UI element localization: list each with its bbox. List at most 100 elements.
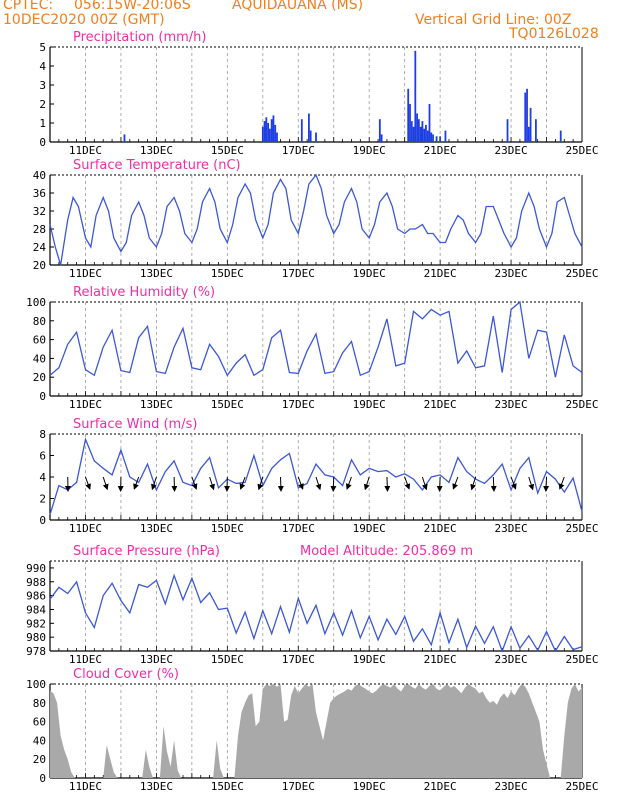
wind-arrow <box>84 476 91 490</box>
wind-arrow <box>528 476 535 491</box>
precip-bar <box>276 132 278 142</box>
precip-bar <box>265 117 268 142</box>
precip-bar <box>410 121 413 142</box>
precip-bar <box>407 88 410 142</box>
panel-title: Surface Temperature (nC) <box>73 158 241 173</box>
y-tick-label: 20 <box>33 371 46 384</box>
precip-bar <box>300 119 303 142</box>
x-tick-label: 11DEC <box>69 267 102 280</box>
y-tick-label: 982 <box>26 617 46 630</box>
y-tick-label: 0 <box>39 514 46 527</box>
wind-arrow <box>209 476 215 491</box>
x-tick-label: 19DEC <box>353 267 386 280</box>
precip-bar <box>309 130 312 142</box>
precip-bar <box>426 130 429 142</box>
wind-arrow <box>257 476 264 491</box>
series-line <box>49 173 583 266</box>
y-tick-label: 40 <box>33 734 46 747</box>
precip-bar <box>315 132 317 142</box>
precip-bar <box>412 126 415 142</box>
precip-bar <box>416 113 418 142</box>
wind-arrow <box>452 476 459 490</box>
y-tick-label: 60 <box>33 334 46 347</box>
wind-arrow <box>315 476 322 491</box>
y-tick-label: 40 <box>33 169 46 182</box>
precip-bar <box>263 121 266 142</box>
x-tick-label: 11DEC <box>69 144 102 157</box>
y-tick-label: 4 <box>39 60 46 73</box>
wind-arrow <box>404 476 411 490</box>
x-tick-label: 25DEC <box>565 780 598 793</box>
y-tick-label: 36 <box>33 187 46 200</box>
y-tick-label: 4 <box>39 471 46 484</box>
y-tick-label: 8 <box>39 428 46 441</box>
x-tick-label: 23DEC <box>495 653 528 666</box>
wind-arrow <box>510 476 517 490</box>
x-tick-label: 11DEC <box>69 398 102 411</box>
wind-arrow <box>558 476 565 490</box>
y-tick-label: 5 <box>39 41 46 54</box>
precip-bar <box>444 130 447 142</box>
x-tick-label: 15DEC <box>211 653 244 666</box>
panel-annotation: Model Altitude: 205.869 m <box>300 544 473 559</box>
header-coords: 056:15W-20:06S <box>74 0 191 13</box>
x-tick-label: 21DEC <box>424 398 457 411</box>
wind-arrow <box>239 476 246 490</box>
x-tick-label: 15DEC <box>211 144 244 157</box>
x-tick-label: 23DEC <box>495 522 528 535</box>
y-tick-label: 24 <box>33 241 47 254</box>
panel-title: Precipitation (mm/h) <box>73 30 206 45</box>
precip-bar <box>267 123 270 142</box>
precip-bar <box>559 130 562 142</box>
series-line <box>49 573 583 653</box>
precip-bar <box>417 119 420 142</box>
y-tick-label: 3 <box>39 79 46 92</box>
y-tick-label: 40 <box>33 352 46 365</box>
precip-bar <box>274 124 277 142</box>
precip-bar <box>380 134 383 142</box>
precip-bar <box>414 50 417 142</box>
wind-arrow <box>151 476 157 491</box>
header-station: AQUIDAUANA (MS) <box>232 0 364 13</box>
wind-arrow <box>436 476 443 492</box>
y-tick-label: 60 <box>33 716 46 729</box>
x-tick-label: 19DEC <box>353 522 386 535</box>
x-tick-label: 13DEC <box>140 522 173 535</box>
x-tick-label: 21DEC <box>424 780 457 793</box>
precip-bar <box>378 119 381 142</box>
panel-title: Relative Humidity (%) <box>73 285 215 300</box>
x-tick-label: 19DEC <box>353 144 386 157</box>
wind-arrow <box>133 476 140 490</box>
wind-arrow <box>191 476 198 490</box>
x-tick-label: 25DEC <box>565 653 598 666</box>
x-tick-label: 13DEC <box>140 780 173 793</box>
y-tick-label: 1 <box>39 117 46 130</box>
x-tick-label: 25DEC <box>565 398 598 411</box>
header-model-id: TQ0126L028 <box>509 26 599 42</box>
wind-arrow <box>421 476 428 491</box>
x-tick-label: 13DEC <box>140 144 173 157</box>
precip-bar <box>425 124 427 142</box>
precip-bar <box>419 126 422 142</box>
precip-bar <box>123 134 126 142</box>
y-tick-label: 978 <box>26 645 46 658</box>
y-tick-label: 28 <box>33 223 46 236</box>
y-tick-label: 100 <box>26 678 46 691</box>
wind-arrow <box>297 476 304 490</box>
x-tick-label: 19DEC <box>353 653 386 666</box>
wind-arrow <box>543 476 550 492</box>
y-tick-label: 80 <box>33 697 46 710</box>
series-line <box>49 300 583 378</box>
x-tick-label: 11DEC <box>69 780 102 793</box>
y-tick-label: 2 <box>39 493 46 506</box>
precip-bar <box>430 132 433 142</box>
x-tick-label: 25DEC <box>565 522 598 535</box>
precip-bar <box>270 119 273 142</box>
y-tick-label: 980 <box>26 631 46 644</box>
precip-bar <box>526 88 528 142</box>
x-tick-label: 17DEC <box>282 522 315 535</box>
x-tick-label: 23DEC <box>495 267 528 280</box>
x-tick-label: 21DEC <box>424 522 457 535</box>
precip-bar <box>421 121 424 142</box>
